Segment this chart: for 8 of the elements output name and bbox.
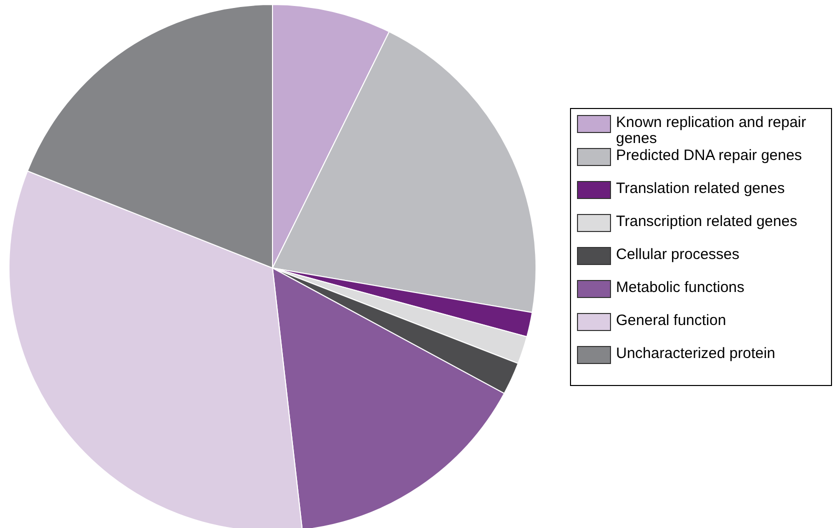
- legend-label: Transcription related genes: [616, 213, 798, 230]
- legend-label: Uncharacterized protein: [616, 345, 776, 362]
- legend-label: Translation related genes: [616, 180, 785, 197]
- legend-label: Cellular processes: [616, 246, 740, 263]
- legend-label: Predicted DNA repair genes: [616, 147, 802, 164]
- legend-label: Metabolic functions: [616, 279, 744, 296]
- legend-label: General function: [616, 312, 726, 329]
- legend-label: Known replication and repair genes: [616, 114, 808, 147]
